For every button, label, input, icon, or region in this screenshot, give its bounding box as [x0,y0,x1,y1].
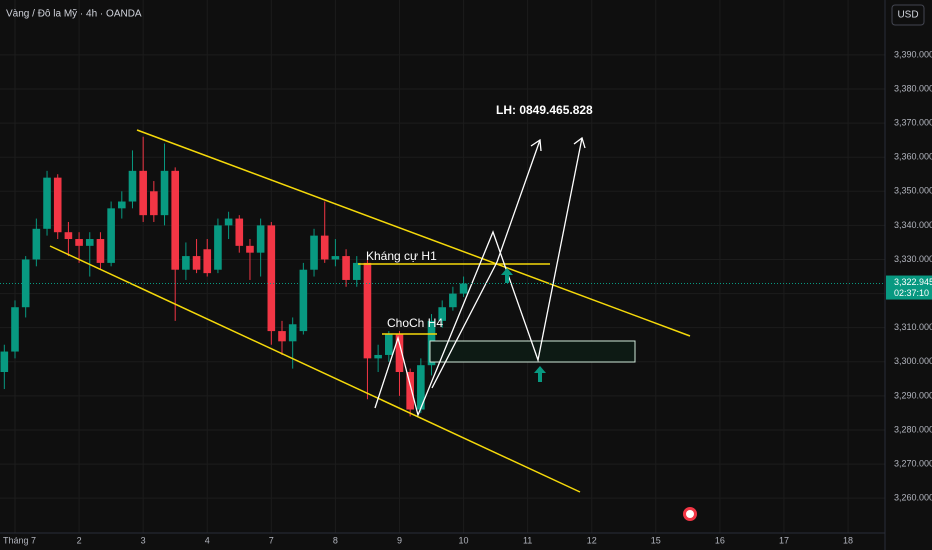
candle-body [182,256,190,270]
y-tick-label: 3,280.000 [894,424,932,434]
candle-body [214,225,222,270]
candle-body [449,293,457,308]
candle-body [96,239,105,263]
x-tick-label: 11 [523,535,532,545]
x-tick-label: 16 [715,535,725,545]
candle-body [107,208,115,263]
y-tick-label: 3,360.000 [894,152,932,162]
candle-body [192,256,201,270]
last-price-label: 3,322.945 [894,277,932,287]
x-tick-label: 8 [333,535,338,545]
y-tick-label: 3,380.000 [894,83,932,93]
candle-body [53,177,62,233]
trend-line [49,245,581,493]
x-tick-label: 2 [77,535,82,545]
candle-body [64,232,73,240]
candle-body [395,334,404,373]
y-tick-label: 3,340.000 [894,220,932,230]
y-tick-label: 3,290.000 [894,390,932,400]
drawings [49,129,697,521]
candle-body [128,170,137,202]
candle-body [310,235,318,270]
x-tick-label: 12 [587,535,597,545]
up-arrow [534,366,546,382]
zone-box [429,340,636,363]
annotation: Kháng cự H1 [366,249,437,263]
x-tick-label: 3 [141,535,146,545]
candle-body [438,307,446,321]
candle-body [459,283,468,294]
y-tick-label: 3,270.000 [894,458,932,468]
x-tick-label: 9 [397,535,402,545]
arrow-head [573,136,586,149]
candle-body [352,262,361,280]
candle-body [43,177,51,229]
candle-body [235,218,244,246]
y-tick-label: 3,330.000 [894,254,932,264]
currency-box[interactable] [891,4,925,26]
candle-body [320,235,329,260]
candle-body [288,324,297,342]
annotation: ChoCh H4 [387,316,443,330]
path-arrow [431,139,541,389]
currency[interactable]: USD [897,10,918,21]
candle-body [75,239,83,246]
grid [0,0,885,533]
up-arrow [501,268,513,283]
candle-body [118,201,126,209]
y-tick-label: 3,370.000 [894,117,932,127]
candle-body [256,225,265,253]
y-tick-label: 3,300.000 [894,356,932,366]
candle-body [85,239,94,246]
candle-body [32,228,41,260]
axes: 3,260.000 3,270.000 3,280.000 3,290.000 3,30… [0,49,932,545]
x-tick-label: Tháng 7 [3,535,36,545]
candle-body [224,218,233,226]
arrow-head [530,138,542,152]
candle-body [171,170,179,270]
candle-body [267,225,276,332]
countdown: 02:37:10 [894,288,929,298]
x-tick-label: 15 [651,535,661,545]
candle-body [278,331,286,342]
candle-body [299,269,308,332]
event-icon [686,510,694,518]
candle-body [385,334,393,355]
candle-body [139,170,147,216]
candle-body [11,307,19,352]
candles [0,136,468,417]
trend-line [136,129,691,337]
candle-body [203,249,212,274]
candle-body [21,259,30,308]
candle-body [150,191,158,216]
candle-body [406,372,414,410]
last-price-box [886,275,932,300]
path-arrow [374,137,583,418]
y-tick-label: 3,390.000 [894,49,932,59]
candle-body [363,262,372,359]
candle-body [331,256,340,260]
x-tick-label: 10 [459,535,469,545]
x-tick-label: 7 [269,535,274,545]
candle-body [0,351,9,373]
chart-title: Vàng / Đô la Mỹ · 4h · OANDA [6,9,142,20]
x-tick-label: 4 [205,535,210,545]
candle-body [160,170,169,216]
y-tick-label: 3,350.000 [894,186,932,196]
candle-body [246,245,254,253]
x-tick-label: 17 [779,535,789,545]
candle-body [342,256,350,280]
candle-body [417,365,425,410]
annotation: LH: 0849.465.828 [496,103,593,117]
y-tick-label: 3,260.000 [894,493,932,503]
x-tick-label: 18 [843,535,853,545]
candle-body [374,354,382,359]
y-tick-label: 3,310.000 [894,322,932,332]
